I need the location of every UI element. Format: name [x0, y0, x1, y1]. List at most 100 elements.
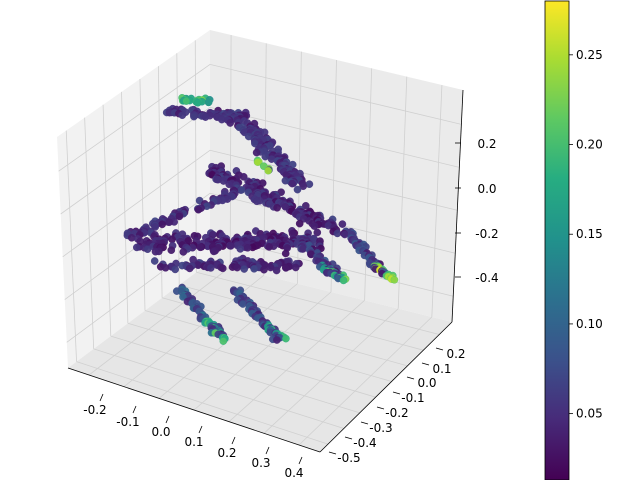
- x-tick-mark: [231, 436, 236, 445]
- scatter-point: [204, 98, 213, 107]
- scatter-point: [194, 205, 203, 214]
- scatter-point: [299, 182, 308, 190]
- x-axis-ticks: -0.2 -0.1 0.0 0.1 0.2 0.3 0.4: [83, 393, 304, 480]
- scatter-point: [179, 293, 187, 301]
- scatter-point: [273, 336, 281, 344]
- x-tick-mark: [165, 415, 170, 424]
- colorbar-tick-label: 0.25: [576, 48, 603, 62]
- grid-line: [60, 106, 460, 215]
- grid-line: [93, 348, 344, 429]
- grid-line: [76, 361, 329, 445]
- scatter-point: [310, 222, 319, 230]
- x-tick-label: 0.2: [217, 446, 236, 460]
- y-tick-label: 0.1: [432, 362, 451, 376]
- scatter-point: [237, 186, 246, 194]
- x-tick-label: 0.1: [184, 435, 203, 449]
- scatter-point: [260, 265, 268, 274]
- colorbar-tick-label: 0.10: [576, 317, 603, 331]
- scatter-point: [333, 229, 342, 238]
- x-tick-label: 0.3: [251, 456, 270, 470]
- scatter-point: [281, 249, 290, 258]
- scatter-point: [206, 264, 215, 272]
- scatter-point: [240, 265, 248, 273]
- scatter-point: [250, 264, 258, 273]
- grid-line: [397, 76, 408, 309]
- floor-pane: [68, 262, 452, 452]
- grid-line: [298, 316, 433, 446]
- scatter-point: [273, 203, 281, 212]
- scatter-point: [167, 246, 176, 254]
- y-tick-label: 0.2: [446, 347, 465, 361]
- grid-line: [364, 68, 373, 301]
- scatter-point: [143, 245, 152, 253]
- grid-line: [193, 291, 332, 411]
- grid-line: [121, 91, 129, 324]
- scatter-point: [282, 264, 290, 272]
- y-tick-label: 0.0: [417, 376, 436, 390]
- scatter-point: [264, 166, 273, 175]
- scatter-point: [151, 247, 160, 256]
- y-tick-label: -0.3: [369, 421, 392, 435]
- scatter-point: [219, 177, 228, 185]
- axes-pane-floor: [68, 262, 452, 452]
- grid-line: [62, 149, 458, 258]
- scatter-point: [132, 243, 141, 252]
- y-tick-mark: [406, 376, 415, 380]
- scatter-point: [236, 245, 245, 253]
- scatter-point: [313, 228, 322, 237]
- scatter-point: [165, 218, 174, 226]
- z-tick-label: 0.2: [477, 137, 496, 151]
- scatter-point: [299, 245, 307, 253]
- grid-line: [102, 104, 112, 337]
- x-tick-mark: [198, 425, 203, 434]
- scatter-point: [233, 263, 241, 272]
- grid-line: [228, 300, 365, 422]
- scatter-point: [171, 265, 179, 274]
- colorbar-tick-label: 0.05: [576, 407, 603, 421]
- scatter-point: [390, 275, 399, 284]
- x-tick-mark: [99, 393, 104, 402]
- colorbar: 0.05 0.10 0.15 0.20 0.25: [544, 0, 603, 480]
- y-tick-label: -0.2: [385, 406, 408, 420]
- grid-line: [110, 335, 360, 414]
- scatter-point: [158, 220, 166, 229]
- y-axis-ticks: -0.5-0.4-0.3-0.2-0.10.00.10.2: [328, 347, 466, 465]
- colorbar-gradient: [544, 0, 570, 480]
- scatter-point: [178, 111, 187, 119]
- scatter-point: [225, 180, 233, 189]
- z-tick-label: -0.4: [475, 271, 498, 285]
- x-tick-label: -0.2: [83, 403, 106, 417]
- scatter-point: [209, 247, 218, 256]
- grid-line: [196, 271, 440, 335]
- scatter-point: [196, 243, 205, 252]
- grid-line: [229, 34, 232, 268]
- scatter-point: [226, 119, 234, 127]
- scatter-point: [218, 264, 227, 273]
- y-tick-label: -0.5: [337, 451, 360, 465]
- grid-line: [157, 66, 163, 298]
- scatter-point: [340, 230, 349, 239]
- scatter-point: [226, 242, 235, 250]
- scatter-point: [291, 263, 300, 272]
- grid-line: [179, 284, 424, 351]
- z-tick-label: -0.2: [475, 227, 498, 241]
- grid-line: [84, 117, 95, 349]
- grid-line: [330, 59, 337, 293]
- scatter-point: [253, 158, 262, 166]
- x-tick-label: 0.4: [284, 466, 303, 480]
- grid-lines: [58, 34, 462, 446]
- scatter-point: [282, 334, 290, 343]
- y-tick-mark: [421, 362, 430, 366]
- scatter-point: [185, 264, 194, 273]
- scatter-point: [301, 201, 310, 210]
- scatter-point: [161, 263, 170, 272]
- scatter-point: [293, 185, 302, 194]
- scatter-point: [182, 97, 191, 105]
- scatter-point: [272, 266, 281, 275]
- y-tick-mark: [435, 347, 444, 351]
- scatter-points: [123, 94, 399, 345]
- scatter-point: [253, 197, 261, 206]
- z-axis-ticks: -0.4 -0.2 0.0 0.2: [455, 137, 499, 285]
- axis-lines: [67, 89, 464, 453]
